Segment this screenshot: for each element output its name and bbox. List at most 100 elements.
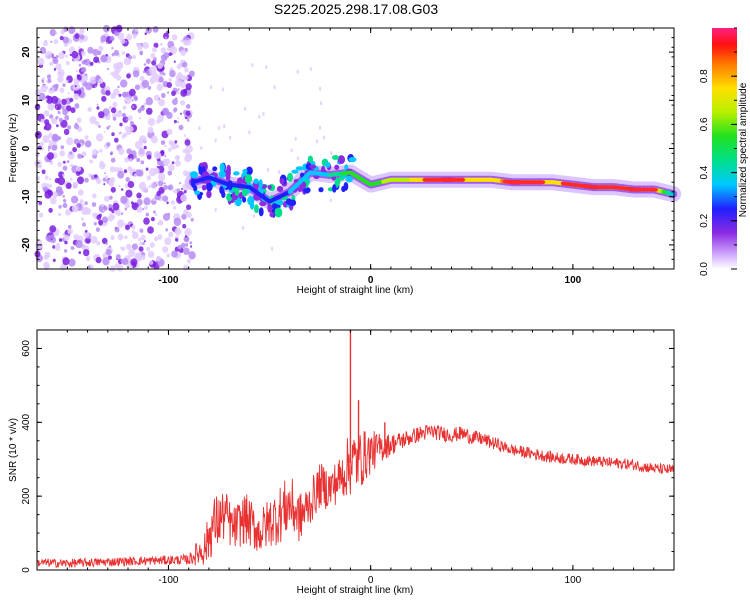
noise-dot	[318, 125, 322, 130]
noise-dot	[95, 256, 102, 264]
noise-dot	[65, 79, 69, 84]
y-tick-label: 10	[21, 94, 32, 106]
noise-dot	[50, 88, 53, 91]
noise-dot	[76, 117, 82, 123]
noise-dot	[171, 161, 175, 165]
noise-dot	[46, 95, 54, 104]
noise-dot	[146, 154, 152, 160]
noise-dot	[69, 97, 74, 103]
noise-dot	[147, 250, 155, 258]
noise-dot	[241, 225, 245, 230]
noise-dot	[157, 172, 166, 182]
noise-dot	[52, 245, 56, 249]
noise-dot	[146, 107, 153, 115]
noise-dot	[177, 244, 182, 250]
noise-dot	[330, 150, 333, 155]
signal-blob	[244, 174, 253, 184]
snr-xlabel: Height of straight line (km)	[297, 585, 414, 596]
noise-dot	[74, 85, 77, 88]
noise-dot	[80, 66, 87, 73]
noise-dot	[58, 212, 61, 217]
noise-dot	[146, 175, 152, 181]
signal-blob	[324, 161, 331, 168]
noise-dot	[50, 234, 55, 239]
noise-dot	[126, 148, 132, 155]
noise-dot	[184, 139, 191, 146]
noise-dot	[62, 257, 70, 266]
noise-dot	[251, 63, 254, 68]
noise-dot	[78, 251, 82, 255]
noise-dot	[120, 79, 128, 88]
noise-dot	[38, 201, 43, 205]
noise-dot	[60, 145, 65, 150]
noise-dot	[168, 52, 172, 56]
noise-dot	[34, 131, 42, 139]
noise-dot	[112, 101, 118, 108]
noise-dot	[104, 172, 106, 175]
noise-dot	[47, 149, 50, 152]
noise-dot	[114, 226, 120, 233]
noise-dot	[56, 124, 59, 128]
noise-dot	[57, 69, 65, 78]
noise-dot	[55, 116, 59, 120]
noise-dot	[74, 33, 80, 39]
noise-dot	[163, 32, 169, 40]
noise-dot	[67, 228, 73, 235]
noise-dot	[114, 137, 119, 143]
noise-dot	[82, 48, 85, 51]
noise-dot	[118, 93, 122, 97]
noise-dot	[99, 160, 104, 166]
noise-dot	[160, 140, 166, 146]
noise-dot	[105, 175, 108, 179]
noise-dot	[154, 94, 160, 102]
noise-dot	[176, 63, 182, 70]
noise-dot	[70, 163, 74, 168]
noise-dot	[145, 212, 149, 217]
noise-dot	[99, 148, 103, 153]
noise-dot	[124, 207, 128, 211]
noise-dot	[111, 47, 114, 50]
noise-dot	[157, 62, 163, 69]
noise-dot	[82, 222, 86, 227]
noise-dot	[252, 214, 256, 219]
noise-dot	[145, 188, 149, 192]
noise-dot	[78, 63, 82, 67]
signal-blob	[267, 184, 272, 190]
noise-dot	[137, 169, 144, 177]
noise-dot	[130, 258, 138, 267]
noise-dot	[51, 191, 58, 198]
noise-dot	[181, 213, 187, 220]
noise-dot	[59, 150, 66, 157]
noise-dot	[143, 217, 150, 225]
noise-dot	[183, 264, 189, 271]
noise-dot	[112, 88, 120, 96]
noise-dot	[180, 100, 186, 106]
x-tick-label: -100	[158, 575, 178, 586]
noise-dot	[98, 78, 104, 84]
snr-series-line	[36, 330, 675, 569]
colorbar-tick-label: 0.0	[699, 262, 710, 276]
y-tick-label: -20	[21, 237, 32, 252]
y-tick-label: 20	[21, 46, 32, 58]
noise-dot	[110, 72, 114, 76]
noise-dot	[93, 56, 100, 63]
noise-dot	[101, 203, 104, 207]
noise-dot	[104, 195, 110, 202]
noise-dot	[105, 242, 108, 245]
noise-dot	[139, 75, 145, 82]
noise-dot	[55, 55, 59, 59]
noise-dot	[90, 235, 98, 244]
noise-dot	[161, 130, 169, 139]
noise-dot	[84, 201, 88, 206]
noise-dot	[144, 32, 147, 35]
noise-dot	[147, 126, 154, 134]
noise-dot	[151, 71, 158, 79]
noise-dot	[143, 102, 147, 107]
noise-dot	[108, 206, 113, 212]
noise-dot	[62, 233, 66, 236]
colorbar-tick-label: 0.4	[699, 165, 710, 179]
noise-dot	[54, 83, 59, 88]
signal-blob	[236, 177, 243, 186]
noise-dot	[166, 82, 172, 88]
noise-dot	[148, 168, 157, 177]
